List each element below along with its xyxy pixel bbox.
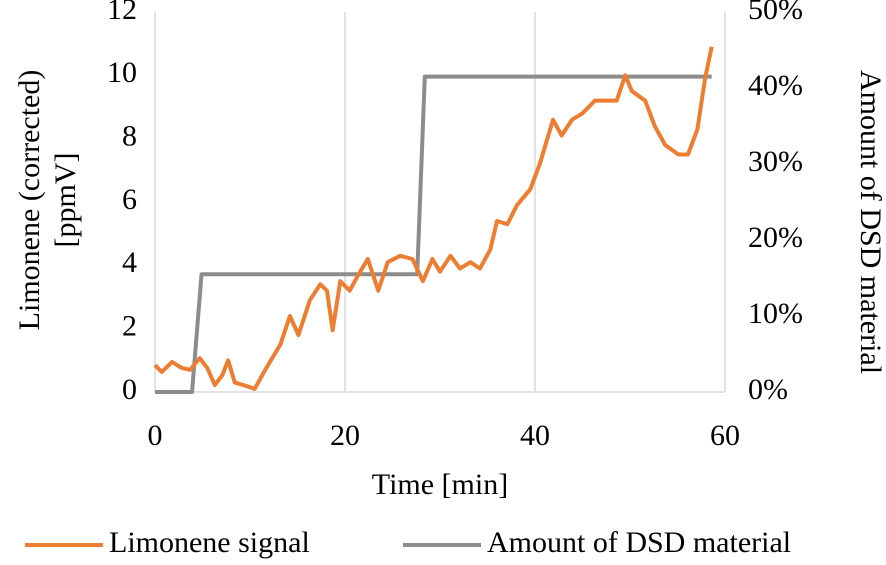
- x-axis-label: Time [min]: [372, 468, 508, 501]
- legend-label: Limonene signal: [109, 526, 310, 559]
- y2-tick-label: 20%: [748, 221, 803, 254]
- y-axis-label: [ppmV]: [49, 153, 82, 248]
- y2-tick-label: 0%: [748, 373, 788, 406]
- line-series: [155, 74, 712, 394]
- y-tick-label: 0: [122, 373, 137, 406]
- line-series: [153, 46, 714, 391]
- y2-tick-label: 40%: [748, 69, 803, 102]
- y-tick-label: 8: [122, 120, 137, 153]
- legend-label: Amount of DSD material: [487, 526, 791, 559]
- y2-tick-label: 50%: [748, 0, 803, 26]
- y2-tick-label: 30%: [748, 145, 803, 178]
- y-tick-label: 4: [122, 246, 137, 279]
- y-tick-label: 6: [122, 183, 137, 216]
- x-tick-label: 0: [148, 419, 163, 452]
- y2-tick-label: 10%: [748, 297, 803, 330]
- x-tick-label: 60: [710, 419, 740, 452]
- y-axis-label: Limonene (corrected): [13, 70, 46, 331]
- y-tick-label: 10: [107, 56, 137, 89]
- x-tick-label: 40: [520, 419, 550, 452]
- x-tick-label: 20: [330, 419, 360, 452]
- y2-axis-label: Amount of DSD material: [854, 70, 886, 374]
- y-tick-label: 12: [107, 0, 137, 26]
- y-tick-label: 2: [122, 310, 137, 343]
